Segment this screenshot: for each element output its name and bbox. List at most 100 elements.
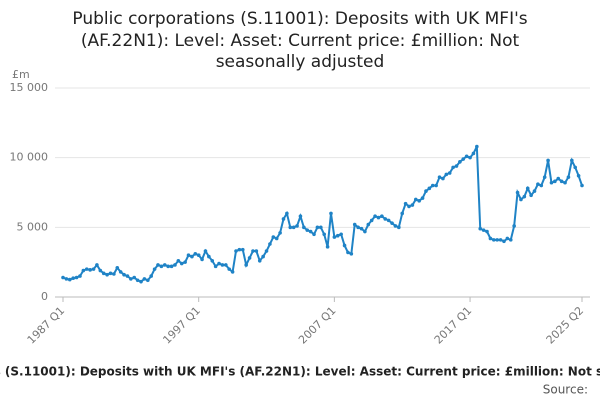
point (570, 158, 574, 163)
point (139, 279, 143, 284)
point (217, 261, 221, 266)
point (319, 225, 323, 230)
point (563, 180, 567, 185)
point (556, 176, 561, 181)
point (332, 235, 337, 239)
point (108, 271, 113, 276)
point (98, 268, 103, 273)
point (515, 190, 520, 195)
point (291, 225, 296, 230)
point (142, 277, 147, 281)
point (61, 275, 65, 280)
point (257, 258, 262, 263)
point (532, 189, 537, 193)
point (149, 274, 153, 278)
point (410, 203, 415, 207)
point (247, 256, 252, 260)
point (359, 226, 364, 231)
point (444, 172, 449, 177)
point (420, 196, 425, 200)
point (492, 238, 496, 242)
point (549, 180, 554, 185)
point (162, 263, 167, 267)
point (475, 144, 479, 149)
point (210, 258, 215, 263)
point (71, 276, 75, 280)
point (481, 228, 486, 232)
point (169, 264, 174, 269)
point (366, 222, 371, 227)
point (81, 268, 86, 273)
point (173, 263, 177, 267)
point (495, 238, 499, 242)
point (542, 175, 547, 179)
point (271, 235, 276, 239)
point (74, 275, 79, 280)
point (278, 231, 282, 235)
y-tick-label: 10 000 (10, 151, 49, 164)
point (112, 272, 116, 276)
point (268, 242, 272, 246)
point (454, 164, 459, 168)
point (146, 278, 150, 283)
point (386, 218, 391, 223)
point (424, 189, 428, 193)
point (505, 236, 510, 241)
chart-title: seasonally adjusted (216, 52, 385, 72)
point (190, 254, 194, 259)
point (400, 211, 405, 216)
chart-title: (AF.22N1): Level: Asset: Current price: … (81, 31, 520, 51)
point (315, 225, 320, 230)
point (508, 238, 513, 242)
point (295, 224, 299, 228)
point (403, 201, 408, 206)
point (461, 157, 466, 161)
point (373, 214, 377, 218)
point (240, 247, 245, 252)
point (413, 197, 418, 202)
line (62, 146, 583, 283)
chart-title: Public corporations (S.11001): Deposits … (72, 9, 527, 29)
point (193, 252, 198, 256)
point (451, 165, 455, 170)
point (536, 182, 540, 186)
y-unit: £m (12, 68, 30, 81)
point (183, 260, 187, 264)
point (485, 229, 489, 234)
point (576, 173, 581, 178)
point (91, 267, 96, 271)
point (464, 154, 469, 159)
point (281, 217, 286, 221)
point (447, 171, 452, 175)
point (356, 225, 360, 230)
point (529, 193, 533, 198)
point (339, 232, 343, 237)
point (64, 277, 69, 281)
point (525, 186, 530, 191)
x-tick-label: 1987 Q1 (25, 304, 68, 347)
point (274, 236, 279, 241)
point (156, 263, 160, 267)
point (393, 224, 398, 228)
point (498, 238, 503, 242)
point (186, 253, 191, 257)
point (546, 158, 550, 163)
point (254, 249, 259, 253)
point (437, 175, 442, 179)
point (346, 250, 350, 255)
point (101, 271, 106, 276)
x-tick-label: 2007 Q1 (296, 304, 339, 347)
point (522, 194, 527, 199)
point (118, 270, 123, 274)
point (352, 222, 357, 227)
point (363, 229, 367, 234)
point (285, 211, 289, 216)
point (566, 175, 571, 179)
point (383, 217, 388, 221)
point (322, 232, 326, 237)
point (539, 183, 544, 188)
point (376, 215, 381, 220)
footer: Public corporations (S.11001): Deposits … (0, 365, 600, 379)
point (305, 228, 310, 232)
